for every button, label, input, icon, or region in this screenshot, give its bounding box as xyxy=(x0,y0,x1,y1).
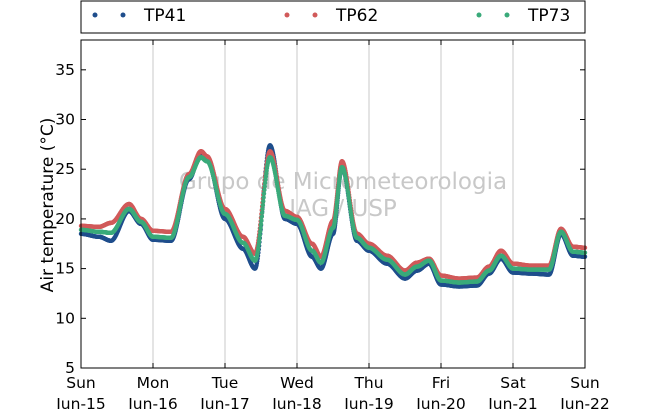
y-tick-label: 30 xyxy=(55,111,75,129)
data-point xyxy=(261,191,267,196)
legend-marker xyxy=(284,12,290,18)
watermark-line-2: IAG / USP xyxy=(289,196,397,222)
vertical-grid xyxy=(152,40,514,368)
data-point xyxy=(258,222,264,227)
y-tick-label: 35 xyxy=(55,61,75,79)
x-tick-label-day: Thu xyxy=(353,374,383,392)
legend-marker xyxy=(92,12,98,18)
x-tick-label-date: Jun-16 xyxy=(127,395,178,409)
y-axis-label: Air temperature (°C) xyxy=(38,118,58,293)
legend-label-TP41: TP41 xyxy=(143,6,186,26)
x-tick-label-day: Sun xyxy=(570,374,600,392)
x-tick-label-day: Fri xyxy=(432,374,450,392)
x-tick-label-day: Mon xyxy=(137,374,170,392)
legend-marker xyxy=(120,12,126,18)
y-tick-label: 10 xyxy=(55,309,75,327)
x-tick-label-date: Jun-22 xyxy=(559,395,610,409)
y-tick-label: 20 xyxy=(55,210,75,228)
x-tick-label-day: Tue xyxy=(211,374,238,392)
data-point xyxy=(260,202,266,208)
data-point xyxy=(259,214,264,219)
x-tick-label-date: Jun-20 xyxy=(415,395,466,409)
data-point xyxy=(262,187,267,193)
watermark: Grupo de Micrometeorologia IAG / USP xyxy=(179,169,507,222)
legend-marker xyxy=(504,12,510,18)
data-point xyxy=(262,184,267,189)
x-tick-label-day: Sat xyxy=(500,374,525,392)
data-point xyxy=(259,218,264,223)
legend-marker xyxy=(312,12,318,18)
x-tick-label-date: Jun-18 xyxy=(271,395,322,409)
data-series xyxy=(78,143,588,289)
x-tick-label-date: Jun-19 xyxy=(343,395,394,409)
legend: TP41 TP62 TP73 xyxy=(80,0,586,34)
data-point xyxy=(257,232,263,238)
data-point xyxy=(257,236,262,241)
data-point xyxy=(258,225,263,231)
y-tick-label: 15 xyxy=(55,260,75,278)
data-point xyxy=(258,229,263,234)
y-tick-label: 25 xyxy=(55,160,75,178)
data-point xyxy=(260,206,265,212)
data-point xyxy=(261,199,266,204)
legend-label-TP73: TP73 xyxy=(527,6,570,26)
data-point xyxy=(262,180,268,186)
data-point xyxy=(261,195,266,200)
x-tick-label-date: Jun-21 xyxy=(487,395,538,409)
x-tick-label-date: Jun-15 xyxy=(55,395,106,409)
x-tick-label-day: Wed xyxy=(280,374,314,392)
x-tick-label-day: Sun xyxy=(66,374,96,392)
series-TP73 xyxy=(78,155,588,285)
data-point xyxy=(259,210,265,216)
legend-marker xyxy=(476,12,482,18)
legend-label-TP62: TP62 xyxy=(335,6,378,26)
x-tick-label-date: Jun-17 xyxy=(199,395,250,409)
